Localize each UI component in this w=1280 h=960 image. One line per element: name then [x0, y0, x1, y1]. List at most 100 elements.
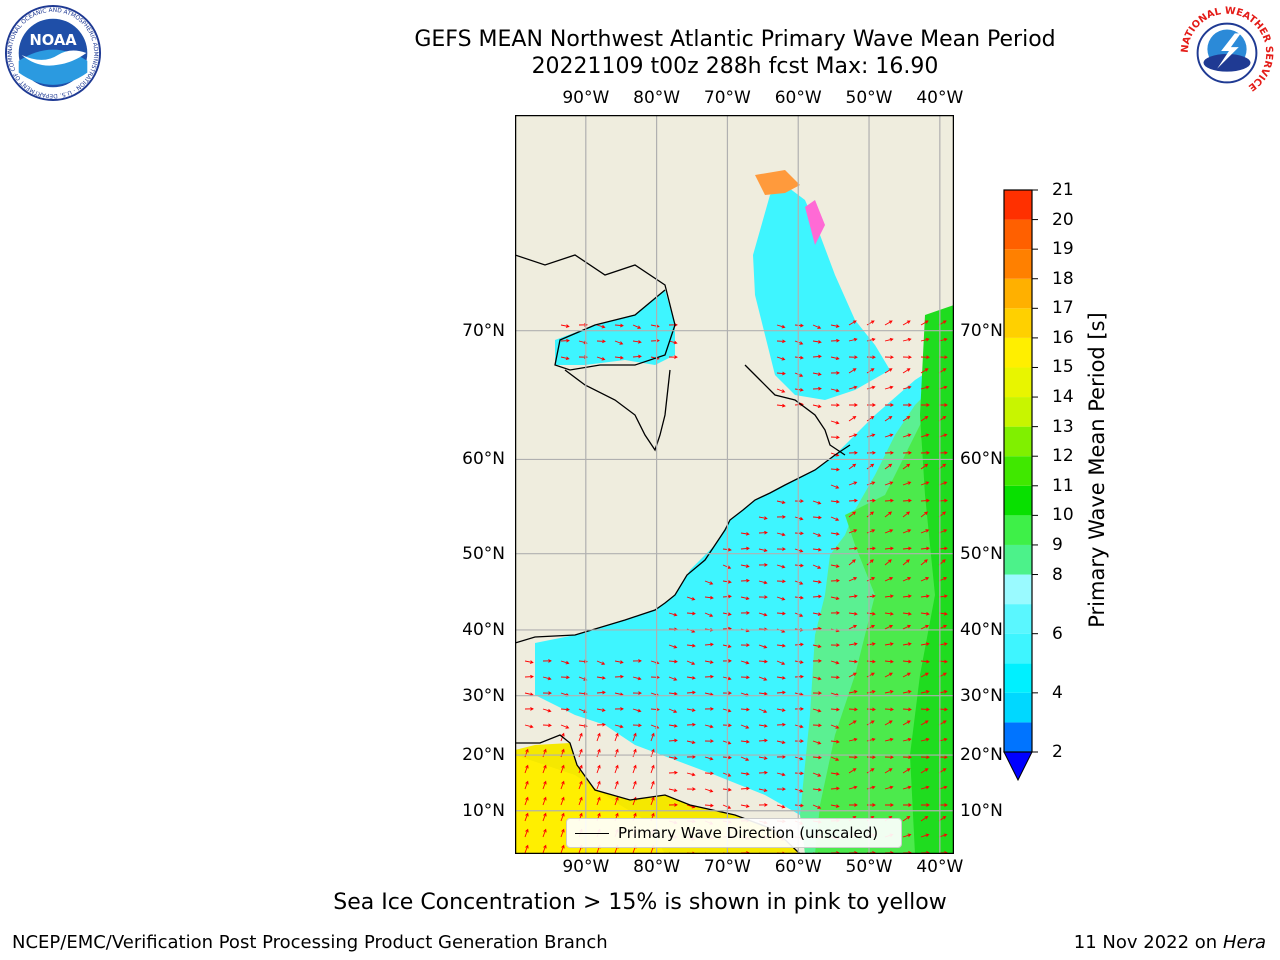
- wave-arrow: [902, 355, 912, 360]
- wave-arrow: [632, 708, 642, 713]
- wave-arrow: [848, 559, 856, 566]
- wave-arrow: [884, 529, 894, 534]
- wave-arrow: [848, 385, 858, 390]
- wave-arrow: [776, 371, 786, 376]
- wave-arrow: [740, 756, 750, 761]
- wave-arrow: [866, 785, 876, 790]
- wave-arrow: [668, 756, 678, 760]
- wave-arrow: [560, 748, 565, 758]
- wave-arrow: [848, 659, 858, 664]
- wave-arrow: [812, 755, 822, 760]
- wave-arrow: [866, 385, 876, 390]
- wave-arrow: [632, 764, 637, 774]
- wave-arrow: [776, 676, 786, 680]
- colorbar-segment: [1004, 397, 1032, 427]
- wave-arrow: [776, 515, 786, 519]
- wave-arrow: [650, 748, 655, 758]
- wave-arrow: [902, 433, 912, 438]
- colorbar-segment: [1004, 426, 1032, 457]
- wave-arrow: [560, 796, 565, 806]
- wave-arrow: [758, 612, 768, 617]
- colorbar-segment: [1004, 278, 1032, 309]
- wave-arrow: [794, 660, 804, 664]
- wave-arrow: [902, 720, 911, 726]
- wave-arrow: [614, 748, 619, 758]
- wave-arrow: [668, 676, 678, 681]
- wave-arrow: [866, 481, 876, 486]
- wave-arrow: [722, 564, 732, 569]
- chart-subtitle: 20221109 t00z 288h fcst Max: 16.90: [531, 54, 939, 79]
- wave-arrow: [776, 690, 786, 695]
- wave-arrow: [542, 780, 547, 790]
- wave-arrow: [794, 323, 804, 328]
- wave-arrow: [830, 596, 840, 601]
- wave-arrow: [740, 643, 750, 647]
- wave-arrow: [686, 722, 696, 727]
- wave-arrow: [596, 796, 601, 806]
- wave-arrow: [830, 420, 840, 425]
- lon-label-top: 40°W: [916, 88, 964, 108]
- wave-arrow: [830, 403, 840, 407]
- colorbar-tick-label: 4: [1052, 682, 1063, 703]
- wave-arrow: [794, 771, 804, 776]
- wave-arrow: [920, 577, 930, 582]
- wave-arrow: [812, 787, 822, 792]
- wave-arrow: [614, 764, 619, 774]
- wave-arrow: [884, 624, 894, 630]
- colorbar-segment: [1004, 249, 1032, 279]
- wave-arrow: [866, 546, 876, 551]
- lat-label-left: 30°N: [462, 685, 505, 706]
- svg-text:NOAA: NOAA: [29, 32, 77, 49]
- wave-arrow: [920, 320, 929, 326]
- wave-arrow: [668, 788, 678, 793]
- colorbar-tick-label: 21: [1052, 180, 1074, 200]
- wave-arrow: [542, 828, 547, 838]
- wave-arrow: [776, 388, 786, 393]
- wave-arrow: [920, 659, 930, 664]
- wave-arrow: [830, 338, 840, 343]
- sea-ice-band-2: [755, 170, 800, 195]
- wave-arrow: [866, 355, 876, 360]
- wave-arrow: [830, 532, 840, 536]
- wave-arrow: [686, 596, 696, 601]
- wave-arrow: [920, 355, 930, 360]
- wave-arrow: [920, 416, 929, 422]
- wave-arrow: [884, 385, 894, 390]
- wave-arrow: [776, 660, 786, 665]
- wave-arrow: [776, 804, 786, 809]
- hudson-zone: [555, 290, 675, 365]
- wave-arrow: [632, 324, 642, 329]
- wave-arrow: [884, 320, 893, 326]
- wave-arrow: [812, 354, 822, 359]
- wave-arrow: [848, 755, 858, 760]
- wave-arrow: [920, 450, 930, 455]
- wave-arrow: [920, 672, 929, 678]
- wave-arrow: [704, 595, 714, 600]
- wave-arrow: [849, 803, 858, 807]
- wave-arrow: [776, 579, 786, 584]
- sea-ice-note: Sea Ice Concentration > 15% is shown in …: [333, 890, 947, 915]
- wave-arrow: [722, 740, 732, 745]
- wave-arrow: [866, 337, 876, 342]
- wave-arrow: [686, 676, 696, 680]
- wave-arrow: [524, 748, 529, 758]
- wave-arrow: [884, 511, 893, 518]
- wave-arrow: [848, 768, 857, 774]
- legend-label: Primary Wave Direction (unscaled): [618, 824, 879, 842]
- colorbar-segment: [1004, 308, 1032, 338]
- wave-arrow: [920, 707, 930, 712]
- wave-arrow: [830, 772, 840, 776]
- wave-arrow: [524, 780, 529, 790]
- wave-arrow: [849, 403, 858, 407]
- colorbar-tick-label: 16: [1052, 327, 1074, 348]
- wave-arrow: [866, 720, 875, 726]
- wave-arrow: [920, 498, 930, 503]
- wave-arrow: [668, 738, 678, 743]
- wave-arrow: [614, 724, 624, 729]
- wave-arrow: [903, 803, 912, 807]
- wave-arrow: [686, 755, 696, 759]
- wave-arrow: [704, 771, 714, 776]
- wave-arrow: [758, 595, 768, 599]
- wave-arrow: [524, 828, 529, 838]
- wave-arrow: [884, 755, 894, 760]
